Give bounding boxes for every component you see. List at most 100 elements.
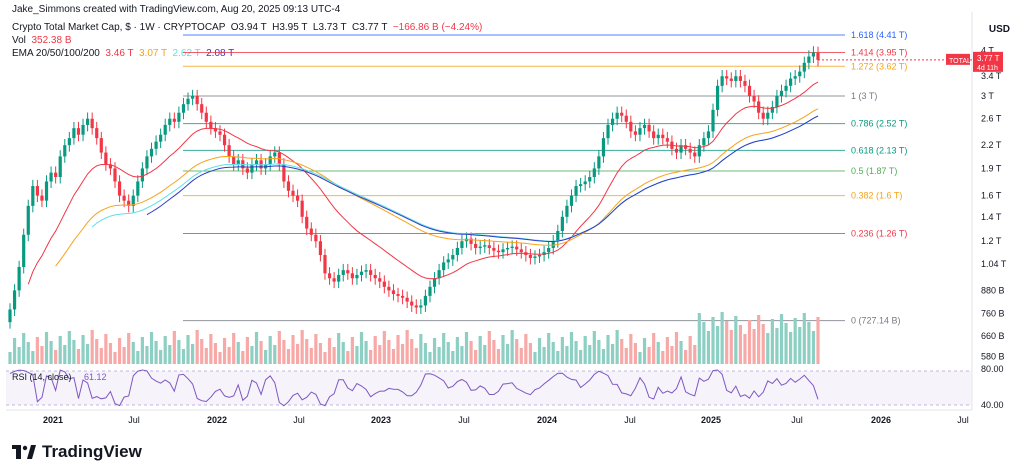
volume-bar [309,348,313,364]
candle-body [369,270,373,275]
candle-body [254,160,259,165]
y-tick-label: 580 B [981,351,1005,361]
candle-body [747,85,752,97]
candle-body [638,128,642,135]
candle-body [40,195,44,201]
price-tag-symbol-bg [946,53,970,65]
candle-body [86,118,90,125]
candle-body [624,115,628,122]
volume-bar [159,350,163,364]
volume-bar [807,322,811,364]
candle-body [537,255,542,257]
candle-body [738,76,742,81]
volume-bar [245,337,249,364]
volume-bar [259,341,263,364]
candle-body [327,273,332,279]
candle-body [54,172,58,177]
volume-bar [633,343,638,364]
candle-body [113,168,117,182]
volume-bar [8,352,12,364]
y-tick-label: 760 B [981,309,1005,319]
volume-bar [227,347,231,364]
volume-bar [122,347,126,364]
candle-body [487,245,491,248]
candle-body [802,62,806,72]
candle-body [405,297,409,302]
candle-body [396,294,400,296]
volume-bar [574,341,578,364]
volume-bar [337,333,341,364]
candle-body [373,274,377,279]
volume-bar [451,351,455,364]
candle-body [117,181,122,196]
tradingview-logo: TradingView [12,442,142,462]
volume-bar [524,334,528,364]
volume-bar [620,339,624,364]
candle-body [81,124,85,135]
rsi-line [9,369,819,407]
candle-body [597,156,601,169]
volume-bar [186,335,190,364]
candle-body [190,96,195,99]
volume-bar [378,345,382,364]
candle-body [337,274,341,282]
volume-bar [592,331,596,364]
candle-body [227,145,231,157]
fib-level-label: 0.382 (1.6 T) [851,191,902,201]
candle-body [588,176,592,182]
volume-bar [432,338,437,364]
candle-body [752,96,756,102]
volume-bar [505,344,510,364]
volume-bar [738,325,742,364]
candle-body [172,118,176,122]
candle-body [560,216,564,232]
volume-bar [200,339,204,364]
candle-body [684,145,688,149]
volume-bar [474,350,478,364]
volume-bar [816,317,820,364]
ema-200-value: 2.08 T [206,48,235,59]
candle-body [72,128,76,139]
low-value: L3.73 T [312,22,347,33]
volume-bar [460,346,464,364]
volume-bar [629,334,633,364]
candle-body [410,301,414,306]
fib-level-label: 0.5 (1.87 T) [851,166,897,176]
ema-line [55,108,819,267]
volume-bar [779,314,784,364]
fib-level-label: 1.414 (3.95 T) [851,47,907,57]
volume-bar [327,338,332,364]
volume-bar [688,336,692,364]
volume-bar [775,328,779,364]
volume-bar [697,313,701,364]
candle-body [574,186,578,196]
candle-body [350,273,354,279]
volume-bar [565,346,569,364]
y-tick-label: 1.4 T [981,212,1002,222]
candle-body [793,76,797,79]
volume-bar [652,333,656,364]
candle-body [601,138,606,157]
candle-body [414,305,418,308]
price-chart[interactable]: 4 T 3.4 T 3 T 2.6 T 2.2 T 1.9 T 1.6 T 1.4 T 1.2 … [0,0,1024,440]
volume-bar [387,340,391,364]
candle-body [218,131,222,135]
volume-bar [793,318,797,364]
volume-bar [268,336,272,364]
volume-bar [355,346,359,364]
volume-bar [670,346,674,364]
candle-body [181,104,186,113]
candle-body [305,216,309,229]
candle-body [615,112,619,119]
volume-bar [163,336,167,364]
volume-bar [766,333,770,364]
high-value: H3.95 T [272,22,308,33]
rsi-label: RSI (14, close) [12,372,72,382]
volume-bar [177,340,181,364]
rsi-tick-label: 80.00 [981,364,1004,374]
volume-bar [537,338,542,364]
y-tick-label: 660 B [981,331,1005,341]
candle-body [455,247,459,256]
volume-bar [168,345,172,364]
candle-body [515,246,519,250]
